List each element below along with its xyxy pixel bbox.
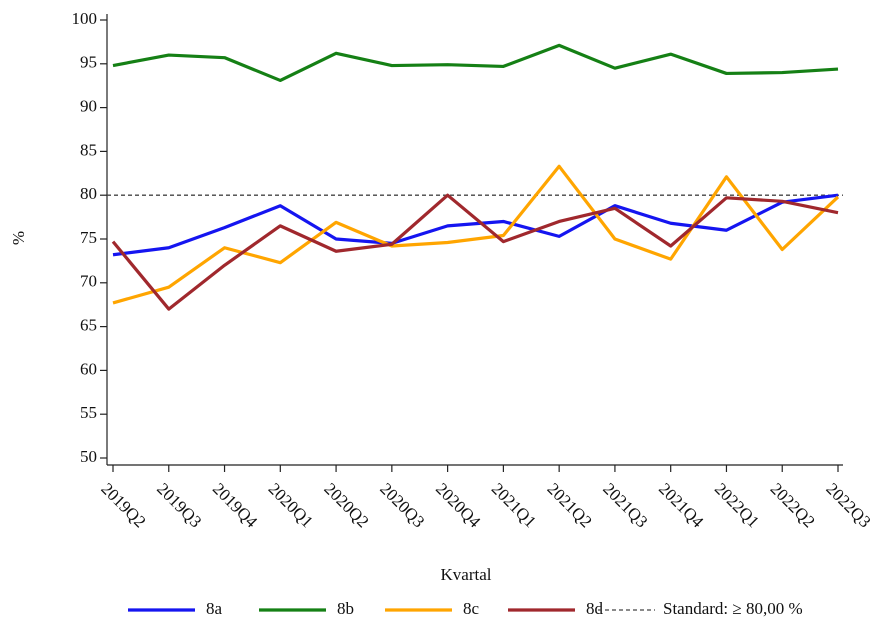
y-tick-label: 90	[80, 97, 97, 116]
y-tick-label: 65	[80, 316, 97, 335]
x-tick-label: 2022Q2	[767, 479, 819, 531]
x-tick-label: 2022Q1	[711, 479, 763, 531]
x-tick-label: 2021Q2	[544, 479, 596, 531]
series-line	[112, 193, 839, 257]
x-tick-label: 2019Q3	[153, 479, 205, 531]
y-tick-label: 70	[80, 272, 97, 291]
legend-label: 8b	[337, 599, 354, 618]
series-line	[112, 164, 840, 305]
y-tick-label: 80	[80, 184, 97, 203]
y-axis-title: %	[9, 231, 28, 245]
x-tick-label: 2019Q4	[209, 479, 262, 532]
x-tick-label: 2022Q3	[822, 479, 874, 531]
legend-label: 8d	[586, 599, 604, 618]
y-tick-label: 50	[80, 447, 97, 466]
y-tick-label: 85	[80, 140, 97, 159]
x-tick-label: 2021Q3	[599, 479, 651, 531]
series-line	[111, 193, 839, 311]
legend-label: 8a	[206, 599, 223, 618]
x-tick-label: 2019Q2	[97, 479, 149, 531]
x-tick-label: 2020Q4	[432, 479, 485, 532]
legend-label: 8c	[463, 599, 480, 618]
y-tick-label: 60	[80, 359, 97, 378]
y-tick-label: 95	[80, 53, 97, 72]
x-tick-label: 2020Q2	[320, 479, 372, 531]
y-tick-label: 75	[80, 228, 97, 247]
x-tick-label: 2020Q3	[376, 479, 428, 531]
x-tick-label: 2021Q4	[655, 479, 708, 532]
x-axis-title: Kvartal	[441, 565, 492, 584]
x-tick-label: 2021Q1	[488, 479, 540, 531]
y-tick-label: 55	[80, 403, 97, 422]
series-line	[112, 43, 839, 83]
x-tick-label: 2020Q1	[265, 479, 317, 531]
legend-label: Standard: ≥ 80,00 %	[663, 599, 803, 618]
y-tick-label: 100	[72, 9, 98, 28]
